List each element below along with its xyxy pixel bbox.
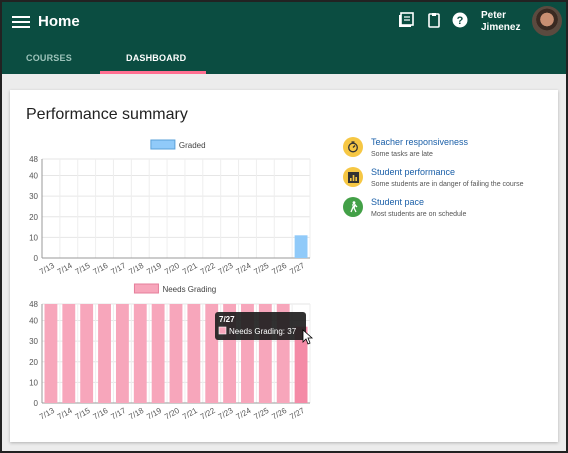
bar-chart-icon — [343, 167, 363, 187]
svg-text:?: ? — [457, 15, 464, 27]
summary-title[interactable]: Student performance — [371, 167, 456, 177]
x-tick-label: 7/24 — [234, 261, 252, 277]
y-tick-label: 10 — [29, 233, 38, 242]
x-tick-label: 7/17 — [109, 406, 127, 422]
x-tick-label: 7/25 — [252, 406, 270, 422]
news-icon[interactable] — [398, 12, 414, 28]
avatar[interactable] — [530, 4, 564, 38]
y-tick-label: 0 — [34, 254, 39, 263]
bar — [80, 304, 94, 403]
legend-label: Graded — [179, 141, 206, 150]
x-tick-label: 7/26 — [270, 261, 288, 277]
y-tick-label: 10 — [29, 378, 38, 387]
x-tick-label: 7/17 — [109, 261, 127, 277]
x-tick-label: 7/23 — [217, 406, 235, 422]
x-tick-label: 7/13 — [38, 261, 56, 277]
app-bar: Home ? Peter Jimenez COURSES DASHBOARD — [2, 2, 566, 74]
bar — [294, 326, 308, 403]
summary-subtitle: Some tasks are late — [371, 151, 433, 158]
clipboard-icon[interactable] — [426, 12, 442, 28]
tooltip-swatch — [218, 326, 227, 335]
legend-swatch — [133, 283, 159, 294]
x-tick-label: 7/18 — [127, 406, 145, 422]
bar — [294, 235, 308, 258]
summary-subtitle: Some students are in danger of failing t… — [371, 181, 524, 188]
x-tick-label: 7/16 — [92, 406, 110, 422]
bar — [44, 304, 58, 403]
x-tick-label: 7/13 — [38, 406, 56, 422]
x-tick-label: 7/15 — [74, 406, 92, 422]
x-tick-label: 7/14 — [56, 261, 74, 277]
y-tick-label: 40 — [29, 172, 38, 181]
y-tick-label: 48 — [29, 300, 38, 309]
summary-item-student-pace[interactable]: Student pace Most students are on schedu… — [343, 197, 553, 227]
x-tick-label: 7/19 — [145, 261, 163, 277]
summary-title[interactable]: Student pace — [371, 197, 425, 207]
x-tick-label: 7/14 — [56, 406, 74, 422]
user-first-name: Peter — [481, 10, 507, 21]
x-tick-label: 7/19 — [145, 406, 163, 422]
x-tick-label: 7/26 — [270, 406, 288, 422]
x-tick-label: 7/18 — [127, 261, 145, 277]
x-tick-label: 7/20 — [163, 406, 181, 422]
active-tab-indicator — [100, 71, 206, 74]
card-title: Performance summary — [26, 106, 188, 123]
tooltip-label: Needs Grading: 37 — [229, 327, 297, 336]
y-tick-label: 30 — [29, 192, 38, 201]
mouse-cursor-icon — [302, 329, 314, 345]
x-tick-label: 7/15 — [74, 261, 92, 277]
y-tick-label: 30 — [29, 337, 38, 346]
summary-list: Teacher responsiveness Some tasks are la… — [343, 137, 553, 227]
performance-card: Performance summary 0 10 20 30 40 48 7/13 7/14 7… — [10, 90, 558, 442]
help-icon[interactable]: ? — [452, 12, 468, 28]
x-tick-label: 7/20 — [163, 261, 181, 277]
menu-icon[interactable] — [12, 14, 30, 30]
y-tick-label: 20 — [29, 358, 38, 367]
y-tick-label: 20 — [29, 213, 38, 222]
x-tick-label: 7/27 — [288, 261, 306, 277]
summary-item-student-performance[interactable]: Student performance Some students are in… — [343, 167, 553, 197]
bar — [205, 304, 219, 403]
x-tick-label: 7/23 — [217, 261, 235, 277]
bar — [62, 304, 76, 403]
bar — [169, 304, 183, 403]
y-tick-label: 40 — [29, 317, 38, 326]
y-tick-label: 48 — [29, 155, 38, 164]
timer-icon — [343, 137, 363, 157]
legend-label: Needs Grading — [162, 285, 216, 294]
summary-title[interactable]: Teacher responsiveness — [371, 137, 469, 147]
legend-swatch — [150, 139, 176, 150]
x-tick-label: 7/16 — [92, 261, 110, 277]
summary-subtitle: Most students are on schedule — [371, 211, 467, 218]
x-tick-label: 7/24 — [234, 406, 252, 422]
x-tick-label: 7/27 — [288, 406, 306, 422]
tab-dashboard[interactable]: DASHBOARD — [126, 53, 187, 63]
x-tick-label: 7/21 — [181, 261, 199, 277]
x-tick-label: 7/21 — [181, 406, 199, 422]
x-tick-label: 7/25 — [252, 261, 270, 277]
tooltip-box — [215, 312, 306, 340]
bar — [187, 304, 201, 403]
y-tick-label: 0 — [34, 399, 39, 408]
x-tick-label: 7/22 — [199, 261, 217, 277]
bar — [115, 304, 129, 403]
user-name: Peter Jimenez — [481, 10, 520, 34]
tooltip-title: 7/27 — [219, 315, 235, 324]
walk-icon — [343, 197, 363, 217]
user-last-name: Jimenez — [481, 22, 521, 33]
page-title: Home — [38, 13, 80, 30]
x-tick-label: 7/22 — [199, 406, 217, 422]
summary-item-teacher-responsiveness[interactable]: Teacher responsiveness Some tasks are la… — [343, 137, 553, 167]
bar — [133, 304, 147, 403]
tab-courses[interactable]: COURSES — [26, 53, 72, 63]
bar — [98, 304, 111, 403]
bar — [151, 304, 165, 403]
